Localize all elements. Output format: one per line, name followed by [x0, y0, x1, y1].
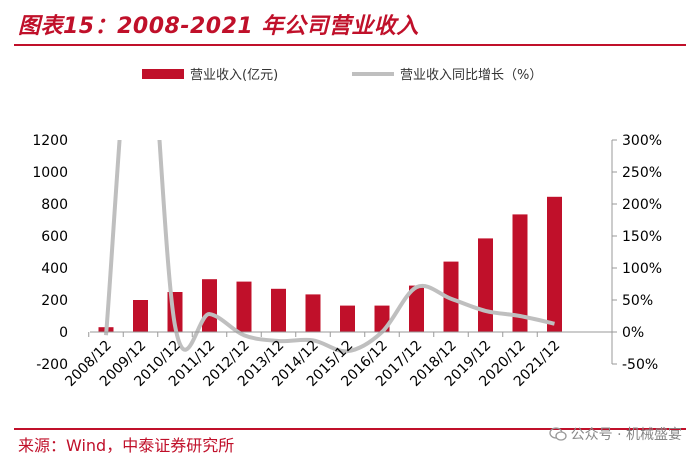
- source-note: 来源：Wind，中泰证券研究所: [18, 436, 235, 455]
- left-tick-label: 800: [41, 197, 68, 213]
- right-tick-label: -50%: [622, 357, 658, 373]
- left-tick-label: 0: [59, 325, 68, 341]
- legend-bar-label: 营业收入(亿元): [190, 68, 278, 83]
- revenue-bar: [478, 238, 493, 332]
- left-tick-label: 1200: [32, 133, 68, 149]
- revenue-chart: 营业收入(亿元) 营业收入同比增长（%） -200 0 200 400 600 800 10…: [32, 68, 662, 390]
- left-tick-label: 200: [41, 293, 68, 309]
- left-tick-label: 600: [41, 229, 68, 245]
- right-tick-label: 100%: [622, 261, 662, 277]
- left-tick-label: 1000: [32, 165, 68, 181]
- revenue-bar: [409, 285, 424, 332]
- right-tick-label: 300%: [622, 133, 662, 149]
- legend-bar-swatch: [142, 69, 184, 79]
- watermark-text: 公众号 · 机械盛宴: [570, 427, 682, 443]
- revenue-bar: [512, 214, 528, 332]
- title-divider: [14, 44, 686, 46]
- x-axis: 2008/122009/122010/122011/122012/122013/…: [62, 331, 612, 390]
- right-tick-label: 250%: [622, 165, 662, 181]
- watermark: 公众号 · 机械盛宴: [548, 424, 682, 444]
- revenue-bar: [271, 288, 286, 332]
- left-tick-label: -200: [36, 357, 68, 373]
- revenue-bar: [236, 281, 252, 332]
- revenue-bar: [133, 300, 148, 332]
- figure-title: 图表15：2008-2021 年公司营业收入: [18, 14, 419, 39]
- left-tick-label: 400: [41, 261, 68, 277]
- chart-legend: 营业收入(亿元) 营业收入同比增长（%）: [142, 68, 542, 83]
- revenue-bar: [202, 279, 217, 332]
- figure-header: 图表15：2008-2021 年公司营业收入: [0, 0, 700, 48]
- revenue-bar: [305, 294, 321, 332]
- right-tick-label: 50%: [622, 293, 653, 309]
- right-tick-label: 150%: [622, 229, 662, 245]
- revenue-bar: [547, 196, 562, 332]
- revenue-bar: [340, 305, 355, 332]
- right-y-axis: -50% 0% 50% 100% 150% 200% 250% 300%: [611, 133, 662, 373]
- wechat-icon: [548, 427, 567, 441]
- legend-line-label: 营业收入同比增长（%）: [400, 68, 542, 83]
- right-tick-label: 0%: [622, 325, 644, 341]
- left-y-axis: -200 0 200 400 600 800 1000 1200: [32, 133, 68, 373]
- footer-divider: [14, 428, 686, 430]
- right-tick-label: 200%: [622, 197, 662, 213]
